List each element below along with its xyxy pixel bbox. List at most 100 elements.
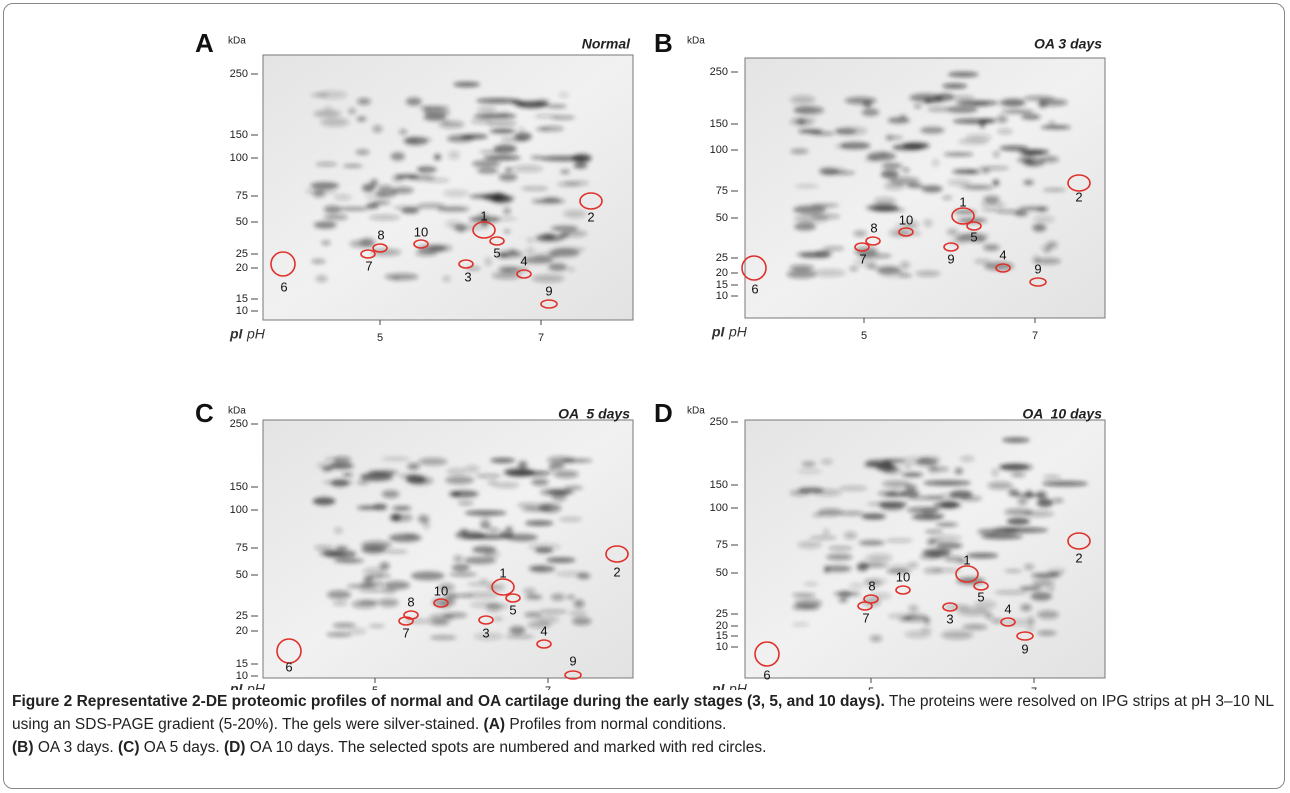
spot-number: 5 [493, 245, 500, 260]
condition-label: OA 3 days [1034, 36, 1102, 52]
gel-spot [419, 106, 450, 110]
gel-spot [475, 474, 502, 478]
gel-spot [854, 257, 877, 267]
gel-spot [401, 207, 420, 214]
gel-spot [546, 104, 567, 108]
mw-label: 75 [236, 190, 248, 202]
gel-spot [442, 276, 451, 282]
ph-value: 7 [545, 685, 551, 690]
gel-spot [974, 259, 992, 264]
gel-spot [313, 221, 337, 229]
gel-spot [920, 126, 945, 134]
spot-number: 5 [977, 589, 984, 604]
gel-spot [1017, 498, 1028, 505]
gel-spot [324, 106, 333, 111]
gel-spot [425, 178, 451, 183]
spot-circle [491, 578, 515, 596]
spot-number: 5 [970, 229, 977, 244]
caption-ref: (D) [223, 739, 246, 756]
mw-label: 25 [236, 248, 248, 260]
gel-spot [858, 540, 885, 546]
gel-spot [446, 467, 467, 475]
spot-number: 2 [1075, 189, 1082, 204]
gel-spot [512, 165, 543, 173]
spot-number: 7 [365, 258, 372, 273]
gel-spot [383, 581, 411, 590]
gel-band [980, 534, 1023, 540]
spot-circle [741, 255, 767, 281]
spot-number: 7 [859, 251, 866, 266]
gel-spot [922, 548, 952, 557]
ph-label: pH [728, 324, 748, 340]
gel-spot [538, 609, 568, 614]
gel-spot [899, 261, 911, 269]
gel-spot [342, 472, 353, 477]
caption-text: OA 10 days. The selected spots are numbe… [245, 739, 767, 756]
gel-spot [854, 247, 878, 256]
mw-label: 50 [716, 567, 728, 579]
gel-spot [368, 624, 385, 628]
gel-spot [499, 604, 508, 609]
caption-text: OA 5 days. [139, 739, 224, 756]
gel-spot [320, 117, 350, 127]
gel-spot [381, 490, 400, 499]
gel-spot [789, 264, 815, 271]
gel-spot [1039, 156, 1059, 164]
gel-spot [956, 559, 968, 564]
gel-band [999, 145, 1029, 151]
gel-spot [1047, 568, 1067, 572]
gel-spot [902, 167, 910, 173]
gel-spot [418, 457, 448, 466]
spot-number: 2 [1075, 550, 1082, 565]
gel-spot [487, 480, 498, 485]
mw-label: 75 [236, 542, 248, 554]
gel-spot [1033, 215, 1055, 223]
spot-circle [489, 236, 505, 246]
mw-label: 250 [710, 66, 728, 78]
gel-band [955, 100, 999, 106]
gel-spot [416, 167, 427, 171]
spot-circle [865, 236, 881, 246]
gel-spot [886, 569, 911, 574]
gel-spot [863, 101, 872, 108]
gel-spot [1037, 630, 1057, 636]
gel-spot [812, 269, 846, 277]
spot-number: 9 [569, 653, 576, 668]
spot-number: 9 [545, 283, 552, 298]
gel-spot [358, 588, 388, 593]
gel-spot [924, 530, 943, 534]
spot-number: 1 [963, 552, 970, 567]
gel-spot [906, 506, 941, 514]
gel-spots [304, 81, 592, 283]
gel-spot [323, 549, 357, 559]
gel-spot [442, 189, 469, 197]
gel-spot [869, 592, 892, 600]
gel-spot [349, 628, 367, 635]
gel-spot [892, 143, 925, 151]
mw-label: 25 [236, 610, 248, 622]
gel-spot [451, 564, 470, 572]
gel-spot [390, 152, 405, 161]
spot-circle [472, 221, 496, 239]
gel-spot [1001, 618, 1036, 626]
gel-spot [531, 198, 566, 204]
gel-spot [840, 142, 871, 150]
gel-spot [960, 455, 975, 462]
gel-spot [797, 541, 822, 549]
mw-label: 150 [710, 479, 728, 491]
gel-spot [904, 463, 912, 469]
gel-spot [843, 531, 857, 540]
gel-spot [793, 106, 815, 113]
gel-spot [538, 503, 562, 513]
gel-spot [535, 127, 550, 132]
gel-spot [497, 250, 523, 258]
gel-spot [963, 185, 994, 190]
gel-spot [933, 501, 962, 509]
gel-band [952, 118, 996, 124]
mw-label: 25 [716, 608, 728, 620]
gel-spot [1042, 188, 1067, 192]
gel-spot [1026, 624, 1035, 632]
ph-label: pH [246, 681, 266, 690]
spot-number: 9 [1021, 641, 1028, 656]
gel-spot [381, 456, 411, 462]
